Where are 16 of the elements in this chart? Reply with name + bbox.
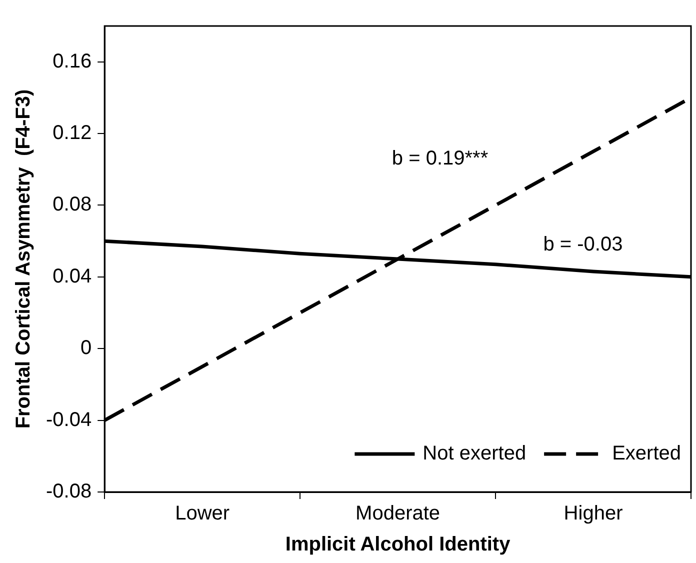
annotation: b = 0.19*** — [392, 147, 488, 170]
legend-label: Exerted — [612, 442, 682, 465]
y-tick-label: -0.04 — [46, 408, 92, 431]
y-tick-label: 0.16 — [52, 50, 92, 72]
y-tick-label: 0.04 — [52, 265, 92, 288]
x-tick-label: Higher — [564, 502, 624, 525]
x-axis-title: Implicit Alcohol Identity — [285, 534, 512, 556]
x-tick-label: Moderate — [356, 502, 440, 525]
y-tick-label: 0 — [80, 337, 92, 360]
y-axis-title: Frontal Cortical Asymmetry (F4-F3) — [12, 89, 35, 429]
y-tick-label: -0.08 — [46, 480, 92, 503]
x-tick-label: Lower — [175, 502, 230, 525]
annotation: b = -0.03 — [543, 234, 623, 256]
legend-label: Not exerted — [422, 442, 526, 465]
y-tick-label: 0.12 — [52, 122, 92, 144]
y-tick-label: 0.08 — [52, 194, 92, 216]
